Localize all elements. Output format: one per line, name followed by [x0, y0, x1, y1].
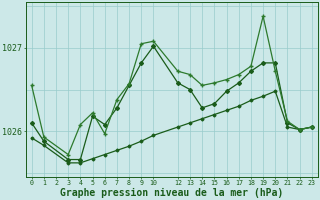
X-axis label: Graphe pression niveau de la mer (hPa): Graphe pression niveau de la mer (hPa): [60, 188, 284, 198]
